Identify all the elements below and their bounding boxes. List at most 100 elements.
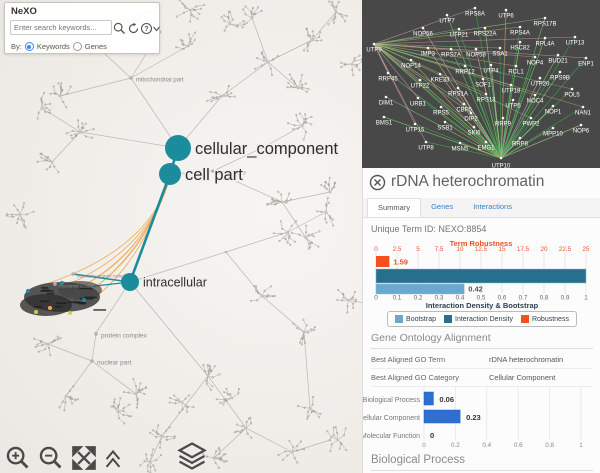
svg-text:SKI6: SKI6 — [467, 131, 481, 137]
gene-node[interactable] — [499, 156, 503, 160]
svg-text:7.5: 7.5 — [435, 246, 444, 253]
gene-node[interactable] — [439, 105, 443, 109]
gene-node[interactable] — [570, 87, 574, 91]
radio-genes[interactable] — [72, 42, 82, 51]
gene-node[interactable] — [449, 47, 453, 51]
search-panel: NeXO ? By: Keywords Genes — [4, 2, 160, 54]
gene-node[interactable] — [416, 96, 420, 100]
gene-node[interactable] — [445, 13, 449, 17]
gene-node[interactable] — [511, 98, 515, 102]
gene-node[interactable] — [483, 26, 487, 30]
gene-node[interactable] — [474, 47, 478, 51]
gene-node[interactable] — [413, 122, 417, 126]
gene-node[interactable] — [426, 46, 430, 50]
term-node[interactable] — [90, 359, 94, 363]
tab-interactions[interactable]: Interactions — [473, 202, 512, 211]
gene-node[interactable] — [473, 6, 477, 10]
gene-node[interactable] — [558, 70, 562, 74]
tab-genes[interactable]: Genes — [431, 202, 454, 211]
svg-text:0.4: 0.4 — [456, 295, 465, 301]
zoom-in-button[interactable] — [5, 445, 31, 471]
gene-node[interactable] — [551, 104, 555, 108]
search-input[interactable] — [10, 20, 112, 35]
graph-toolbar — [5, 441, 207, 471]
term-node[interactable] — [94, 332, 98, 336]
gene-node[interactable] — [551, 126, 555, 130]
svg-text:BMS1: BMS1 — [376, 121, 393, 127]
gene-node[interactable] — [484, 92, 488, 96]
term-node[interactable] — [129, 76, 133, 80]
gene-node[interactable] — [438, 72, 442, 76]
svg-text:17.5: 17.5 — [517, 246, 530, 253]
gene-node[interactable] — [579, 123, 583, 127]
reset-icon[interactable] — [127, 22, 140, 35]
gene-node[interactable] — [518, 40, 522, 44]
gene-node[interactable] — [543, 16, 547, 20]
gene-node[interactable] — [424, 140, 428, 144]
gene-node[interactable] — [514, 64, 518, 68]
gene-node[interactable] — [533, 93, 537, 97]
gene-node[interactable] — [457, 27, 461, 31]
term-node[interactable] — [71, 272, 75, 276]
term-node[interactable] — [211, 169, 215, 173]
search-icon[interactable] — [113, 22, 126, 35]
term-node[interactable] — [53, 282, 57, 286]
svg-text:UTP21: UTP21 — [450, 33, 469, 39]
term-node-intracellular[interactable] — [121, 273, 139, 291]
radio-keywords[interactable] — [24, 42, 34, 51]
gene-node[interactable] — [418, 78, 422, 82]
term-node-cellular-component[interactable] — [165, 135, 191, 161]
svg-text:5: 5 — [416, 246, 420, 253]
svg-text:UTP6: UTP6 — [498, 14, 514, 20]
gene-node[interactable] — [581, 105, 585, 109]
gene-node[interactable] — [458, 141, 462, 145]
gene-node[interactable] — [518, 25, 522, 29]
gene-node[interactable] — [489, 63, 493, 67]
gene-network-panel[interactable]: UTP9 UTP7 RPS8A UTP6 RPS17B NOP56 UTP21 RPS22A R… — [362, 0, 600, 168]
collapse-button[interactable] — [104, 445, 122, 471]
svg-text:NOP1: NOP1 — [545, 110, 562, 116]
gene-node[interactable] — [501, 116, 505, 120]
gene-node[interactable] — [421, 26, 425, 30]
gene-node[interactable] — [518, 136, 522, 140]
gene-node[interactable] — [584, 56, 588, 60]
gene-node[interactable] — [498, 46, 502, 50]
svg-text:PWP2: PWP2 — [522, 122, 540, 128]
gene-node[interactable] — [469, 111, 473, 115]
gene-node[interactable] — [533, 55, 537, 59]
gene-node[interactable] — [463, 64, 467, 68]
gene-node[interactable] — [556, 53, 560, 57]
gene-node[interactable] — [472, 125, 476, 129]
gene-node[interactable] — [481, 77, 485, 81]
gene-node[interactable] — [382, 115, 386, 119]
gene-node[interactable] — [409, 58, 413, 62]
svg-text:UTP10: UTP10 — [492, 164, 511, 169]
tab-summary[interactable]: Summary — [367, 198, 422, 217]
gene-node[interactable] — [384, 95, 388, 99]
gene-node[interactable] — [538, 76, 542, 80]
gene-node[interactable] — [509, 83, 513, 87]
gene-node[interactable] — [386, 71, 390, 75]
gene-node[interactable] — [529, 116, 533, 120]
layers-button[interactable] — [177, 441, 207, 471]
caret-down-icon[interactable] — [152, 24, 161, 33]
svg-text:ENP1: ENP1 — [578, 62, 594, 68]
gene-node[interactable] — [443, 120, 447, 124]
gene-node[interactable] — [504, 8, 508, 12]
gene-node[interactable] — [462, 102, 466, 106]
dense-term-cluster[interactable] — [20, 281, 107, 316]
fit-to-screen-button[interactable] — [71, 445, 97, 471]
gene-node[interactable] — [484, 140, 488, 144]
gene-node[interactable] — [456, 86, 460, 90]
robustness-axis-label: Interaction Density & Bootstrap — [425, 301, 539, 310]
gene-node[interactable] — [372, 42, 376, 46]
zoom-out-button[interactable] — [38, 445, 64, 471]
close-icon[interactable] — [369, 174, 386, 191]
gene-node[interactable] — [573, 35, 577, 39]
svg-text:0.5: 0.5 — [477, 295, 486, 301]
term-node-cell-part[interactable] — [159, 163, 181, 185]
svg-text:cellular_component: cellular_component — [195, 140, 339, 158]
help-icon[interactable]: ? — [140, 22, 153, 35]
gene-node[interactable] — [543, 36, 547, 40]
